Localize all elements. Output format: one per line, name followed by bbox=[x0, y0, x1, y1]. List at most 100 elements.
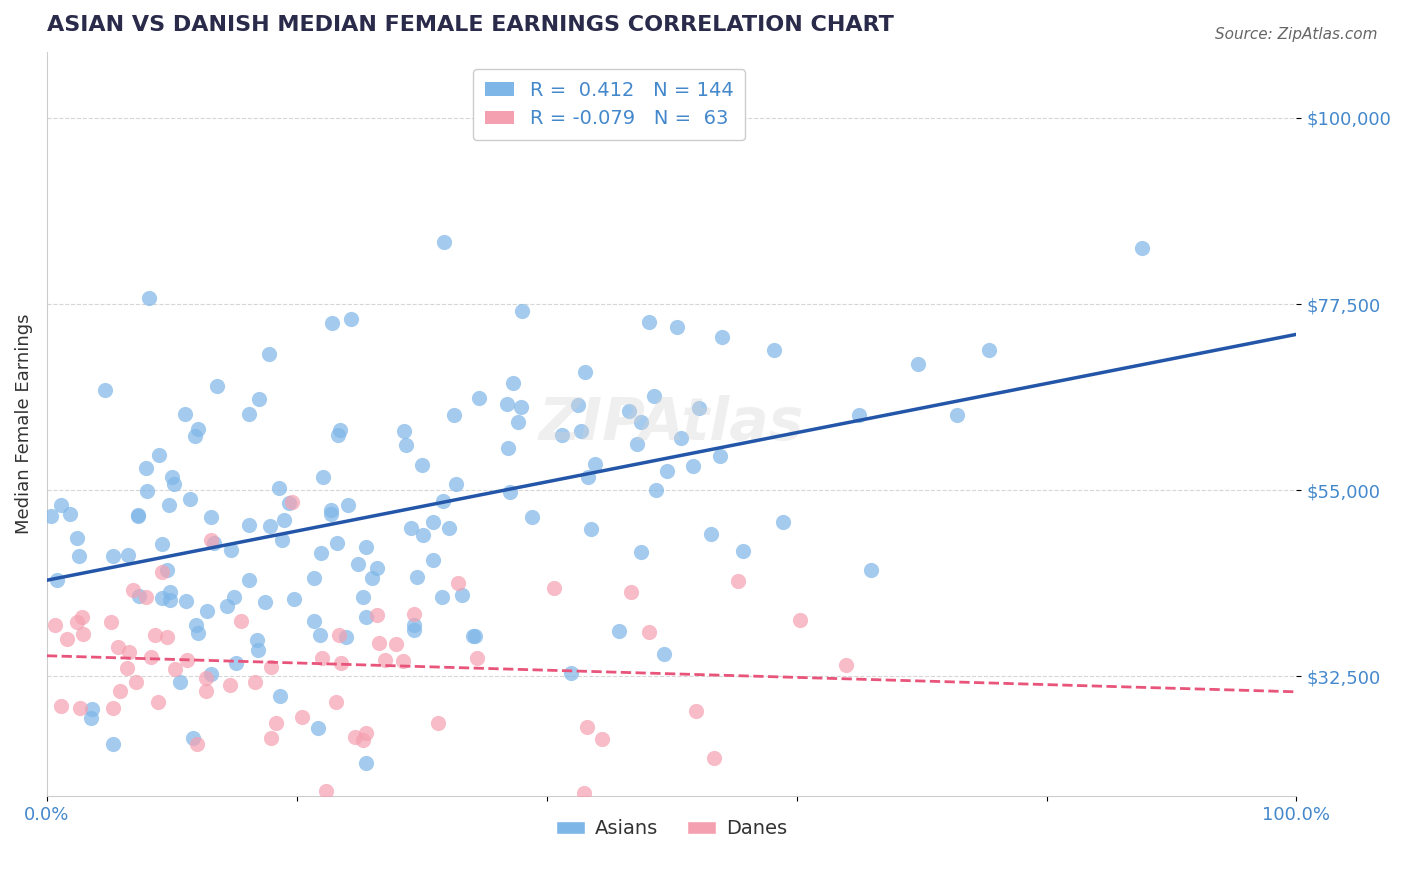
Point bbox=[55, 632, 77, 646]
Point bbox=[711, 329, 734, 343]
Text: ASIAN VS DANISH MEDIAN FEMALE EARNINGS CORRELATION CHART: ASIAN VS DANISH MEDIAN FEMALE EARNINGS C… bbox=[46, 15, 894, 35]
Point bbox=[763, 343, 786, 357]
Point bbox=[101, 549, 124, 564]
Point bbox=[176, 594, 198, 608]
Point bbox=[447, 576, 470, 591]
Point bbox=[700, 527, 723, 541]
Y-axis label: Median Female Earnings: Median Female Earnings bbox=[15, 314, 32, 534]
Point bbox=[607, 624, 630, 638]
Point bbox=[44, 617, 66, 632]
Point bbox=[82, 702, 104, 716]
Point bbox=[291, 710, 314, 724]
Point bbox=[117, 548, 139, 562]
Point bbox=[335, 630, 357, 644]
Point bbox=[366, 560, 388, 574]
Point bbox=[128, 589, 150, 603]
Point bbox=[637, 315, 659, 329]
Point bbox=[401, 521, 423, 535]
Point bbox=[194, 684, 217, 698]
Point bbox=[326, 535, 349, 549]
Point bbox=[281, 494, 304, 508]
Point bbox=[859, 563, 882, 577]
Point bbox=[510, 304, 533, 318]
Point bbox=[444, 476, 467, 491]
Point bbox=[127, 508, 149, 522]
Point bbox=[283, 591, 305, 606]
Point bbox=[311, 546, 333, 560]
Point bbox=[354, 726, 377, 740]
Point bbox=[41, 508, 63, 523]
Point bbox=[304, 571, 326, 585]
Point bbox=[150, 566, 173, 580]
Point bbox=[181, 731, 204, 746]
Point bbox=[451, 588, 474, 602]
Point bbox=[392, 424, 415, 438]
Point bbox=[385, 636, 408, 650]
Point bbox=[245, 675, 267, 690]
Point bbox=[356, 610, 378, 624]
Point bbox=[135, 483, 157, 498]
Point bbox=[148, 448, 170, 462]
Point bbox=[637, 625, 659, 640]
Point bbox=[127, 509, 149, 524]
Point bbox=[174, 407, 197, 421]
Point bbox=[204, 535, 226, 549]
Point bbox=[184, 429, 207, 443]
Point bbox=[277, 496, 299, 510]
Point bbox=[352, 733, 374, 747]
Point bbox=[685, 704, 707, 718]
Point bbox=[336, 498, 359, 512]
Point bbox=[269, 481, 291, 495]
Point bbox=[222, 591, 245, 605]
Point bbox=[405, 570, 427, 584]
Point bbox=[325, 695, 347, 709]
Point bbox=[219, 543, 242, 558]
Point bbox=[520, 510, 543, 524]
Point bbox=[669, 431, 692, 445]
Point bbox=[620, 585, 643, 599]
Point bbox=[468, 391, 491, 405]
Point bbox=[215, 599, 238, 614]
Point bbox=[69, 700, 91, 714]
Point bbox=[343, 731, 366, 745]
Point bbox=[51, 699, 73, 714]
Point bbox=[156, 630, 179, 644]
Text: ZIPAtlas: ZIPAtlas bbox=[538, 395, 804, 452]
Point bbox=[157, 498, 180, 512]
Point bbox=[848, 408, 870, 422]
Point bbox=[461, 629, 484, 643]
Point bbox=[118, 645, 141, 659]
Point bbox=[576, 470, 599, 484]
Point bbox=[652, 647, 675, 661]
Point bbox=[644, 483, 666, 498]
Point bbox=[197, 604, 219, 618]
Point bbox=[567, 398, 589, 412]
Point bbox=[543, 581, 565, 595]
Point bbox=[46, 574, 69, 588]
Point bbox=[207, 379, 229, 393]
Point bbox=[354, 756, 377, 770]
Point bbox=[617, 404, 640, 418]
Point bbox=[187, 422, 209, 436]
Point bbox=[439, 521, 461, 535]
Point bbox=[395, 437, 418, 451]
Point bbox=[184, 617, 207, 632]
Point bbox=[260, 731, 283, 745]
Point bbox=[574, 365, 596, 379]
Point bbox=[583, 457, 606, 471]
Point bbox=[326, 428, 349, 442]
Point bbox=[59, 508, 82, 522]
Point bbox=[229, 614, 252, 628]
Point bbox=[509, 400, 531, 414]
Point bbox=[319, 503, 342, 517]
Point bbox=[321, 507, 343, 521]
Point bbox=[187, 626, 209, 640]
Point bbox=[977, 343, 1000, 357]
Point bbox=[162, 470, 184, 484]
Point bbox=[72, 627, 94, 641]
Point bbox=[150, 591, 173, 606]
Point bbox=[443, 408, 465, 422]
Point bbox=[94, 383, 117, 397]
Point bbox=[219, 678, 242, 692]
Point bbox=[159, 593, 181, 607]
